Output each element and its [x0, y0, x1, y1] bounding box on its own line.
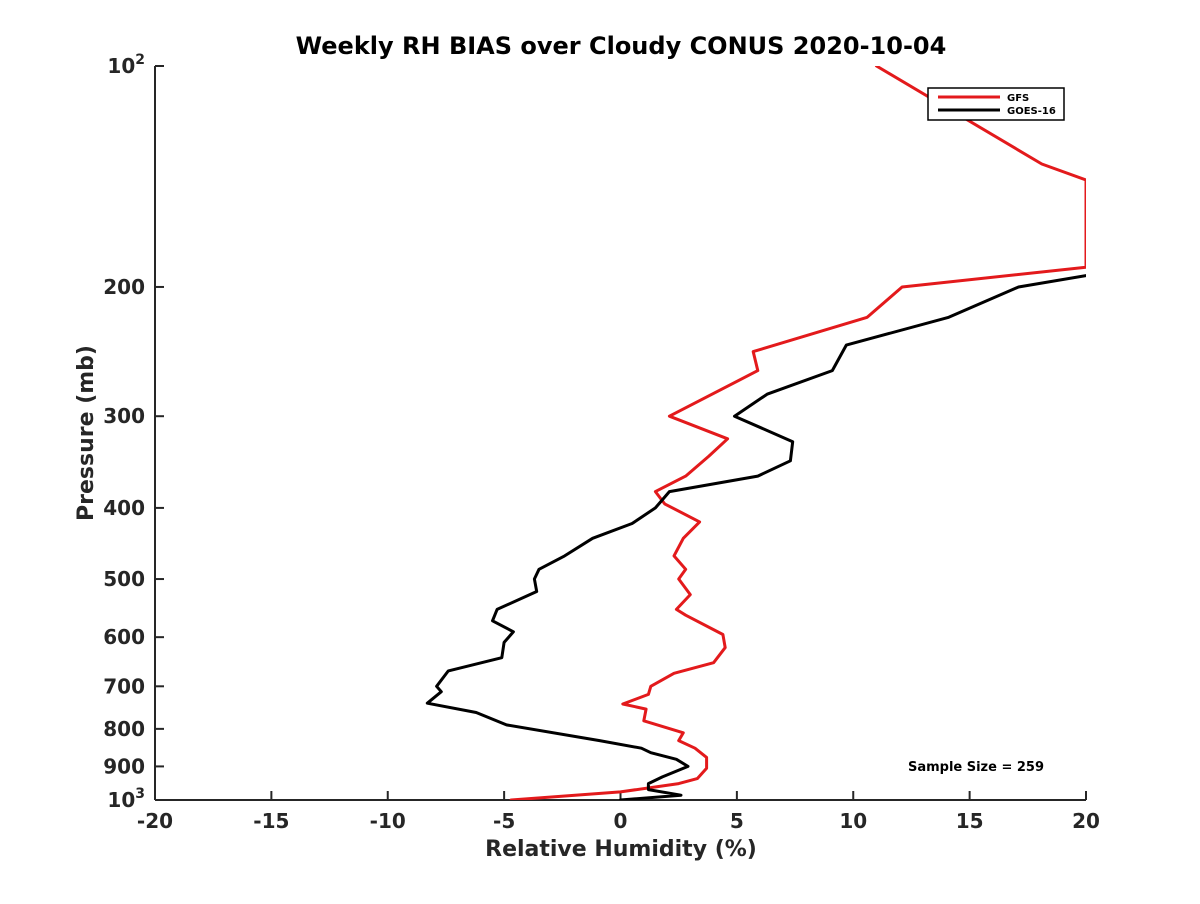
x-axis-label: Relative Humidity (%)	[485, 837, 757, 862]
x-tick-label: -20	[137, 809, 173, 833]
x-tick-label: -5	[493, 809, 515, 833]
y-tick-label: 400	[103, 496, 145, 520]
legend-label-gfs: GFS	[1007, 93, 1029, 104]
plot-series	[425, 66, 1086, 800]
series-line-goes-16	[425, 274, 1086, 800]
axes	[154, 66, 1086, 801]
y-tick-label: 102	[107, 52, 145, 78]
x-axis-ticks: -20 -15 -10 -5 0 5 10 15 20	[137, 791, 1100, 833]
legend: GFS GOES-16	[927, 87, 1065, 121]
x-tick-label: -10	[370, 809, 406, 833]
series-line-gfs	[509, 66, 1086, 800]
y-tick-label: 300	[103, 404, 145, 428]
chart-title: Weekly RH BIAS over Cloudy CONUS 2020-10…	[296, 32, 947, 60]
x-tick-label: -15	[253, 809, 289, 833]
y-tick-label: 600	[103, 625, 145, 649]
x-tick-label: 15	[956, 809, 984, 833]
y-tick-label: 800	[103, 717, 145, 741]
x-tick-label: 0	[614, 809, 628, 833]
y-tick-label: 200	[103, 275, 145, 299]
legend-box	[927, 87, 1065, 121]
legend-label-goes-16: GOES-16	[1007, 106, 1056, 117]
y-tick-label: 900	[103, 754, 145, 778]
y-tick-label: 700	[103, 674, 145, 698]
y-axis-label: Pressure (mb)	[74, 345, 99, 521]
sample-size-annotation: Sample Size = 259	[908, 760, 1044, 775]
x-tick-label: 10	[839, 809, 867, 833]
x-tick-label: 5	[730, 809, 744, 833]
y-tick-label: 500	[103, 567, 145, 591]
x-tick-label: 20	[1072, 809, 1100, 833]
